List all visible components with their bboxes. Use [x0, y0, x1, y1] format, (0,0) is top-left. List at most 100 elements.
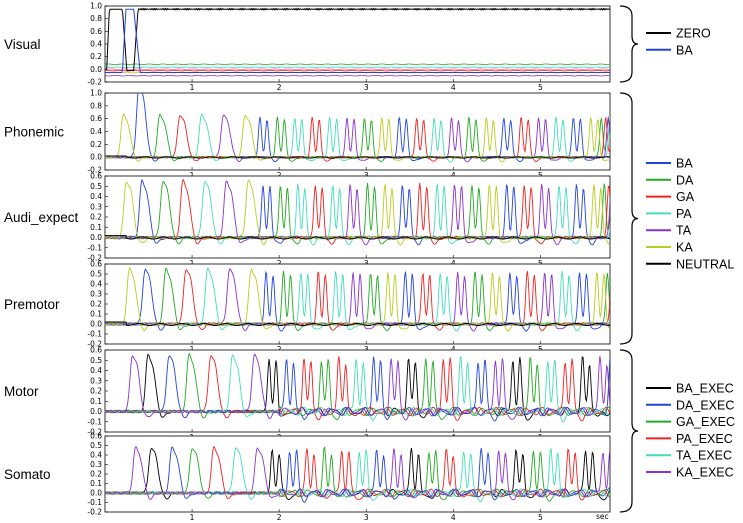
series-group	[105, 352, 610, 423]
series-ga	[105, 269, 610, 332]
y-tick-label: 0.3	[90, 376, 102, 385]
x-tick-label: 4	[451, 345, 456, 354]
series-ta	[105, 268, 610, 332]
y-tick-label: -0.2	[87, 78, 102, 87]
y-tick-label: 0.4	[90, 451, 102, 460]
x-tick-label: 2	[277, 345, 282, 354]
legend-label: NEUTRAL	[676, 257, 734, 271]
y-tick-label: -0.1	[87, 243, 102, 252]
y-tick-label: 0.4	[90, 192, 102, 201]
x-tick-label: 2	[277, 513, 282, 522]
panel-label: Phonemic	[4, 125, 64, 140]
x-tick-label: 1	[190, 259, 195, 268]
x-tick-label: 1	[190, 171, 195, 180]
series-ta	[105, 354, 610, 423]
y-tick-label: 0.2	[90, 470, 102, 479]
y-tick-label: 0.4	[90, 280, 102, 289]
series-visual-flat	[105, 66, 610, 69]
panel-label: Motor	[4, 384, 39, 399]
series-visual-ba	[105, 8, 610, 73]
y-tick-label: 0.4	[90, 40, 102, 49]
y-tick-label: 0.4	[90, 366, 102, 375]
legend-label: GA	[676, 190, 695, 204]
y-tick-label: 0.2	[90, 387, 102, 396]
y-tick-label: 0.6	[90, 172, 102, 181]
series-group	[105, 93, 610, 163]
y-tick-label: 1.0	[90, 89, 102, 98]
y-tick-label: 0.2	[90, 140, 102, 149]
legend-group-2: BA_EXEC DA_EXEC GA_EXEC PA_EXEC TA_EXEC KA_EX…	[646, 382, 735, 480]
panel-visual: 1.0 0.8 0.6 0.4 0.2 0.0 -0.2 1 2 3 4 5 Visual	[4, 2, 611, 92]
series-ka	[105, 353, 610, 421]
y-tick-label: 0.3	[90, 202, 102, 211]
y-tick-label: -0.2	[87, 166, 102, 175]
x-tick-label: 5	[538, 171, 543, 180]
y-tick-label: 0.1	[90, 479, 102, 488]
y-tick-label: 0.8	[90, 14, 102, 23]
y-tick-label: 0.6	[90, 346, 102, 355]
series-ta	[105, 180, 610, 246]
legend-label: KA	[676, 241, 693, 255]
x-axis-label: sec	[596, 512, 609, 521]
panel-label: Somato	[4, 467, 51, 482]
y-tick-label: 0.0	[90, 65, 102, 74]
x-tick-label: 5	[538, 83, 543, 92]
series-group	[105, 267, 610, 332]
y-tick-label: -0.2	[87, 254, 102, 263]
y-tick-label: 0.5	[90, 356, 102, 365]
series-group	[105, 446, 610, 503]
y-tick-label: 0.1	[90, 223, 102, 232]
x-tick-label: 2	[277, 259, 282, 268]
x-tick-label: 1	[190, 345, 195, 354]
series-visual-flat	[105, 63, 610, 65]
panel-audi_expect: 0.60.50.40.30.20.10.0-0.1-0.21 2 3 4 5Audi_e…	[4, 172, 611, 268]
series-visual-flat	[105, 68, 610, 70]
y-tick-label: 0.0	[90, 233, 102, 242]
legend-label: ZERO	[676, 27, 711, 41]
legend-label: DA	[676, 173, 694, 187]
legend-group-1: BA DA GA PA TA KA NEUTRAL	[646, 157, 734, 271]
y-tick-label: 0.5	[90, 441, 102, 450]
legend-label: PA	[676, 207, 692, 221]
legend-group-0: ZERO BA	[646, 27, 711, 57]
y-tick-label: 0.0	[90, 489, 102, 498]
y-tick-label: 0.5	[90, 182, 102, 191]
legend-label: PA_EXEC	[676, 432, 733, 446]
y-tick-label: -0.1	[87, 498, 102, 507]
panel-frame	[104, 175, 611, 259]
y-tick-label: 0.0	[90, 407, 102, 416]
legend-label: BA	[676, 43, 693, 57]
y-tick-label: 0.6	[90, 260, 102, 269]
legend-label: TA	[676, 224, 692, 238]
x-tick-label: 4	[451, 83, 456, 92]
panel-motor: 0.60.50.40.30.20.10.0-0.1-0.212345Motor	[4, 346, 611, 442]
series-ga	[105, 446, 610, 502]
legend-label: DA_EXEC	[676, 398, 734, 412]
y-tick-label: 0.2	[90, 52, 102, 61]
x-tick-label: 4	[451, 513, 456, 522]
y-tick-label: 0.6	[90, 27, 102, 36]
y-tick-label: 0.0	[90, 320, 102, 329]
y-tick-label: -0.2	[87, 340, 102, 349]
x-tick-label: 5	[538, 259, 543, 268]
x-tick-label: 1	[190, 83, 195, 92]
panel-premotor: 0.60.50.40.30.20.10.0-0.1-0.21 2 3 4 5Premot…	[4, 260, 611, 354]
panel-frame	[104, 349, 611, 433]
legend-label: TA_EXEC	[676, 449, 732, 463]
y-tick-label: -0.1	[87, 417, 102, 426]
x-tick-label: 3	[364, 513, 369, 522]
series-visual-flat	[105, 75, 610, 77]
series-ta	[105, 447, 610, 503]
series-neutral	[105, 321, 610, 326]
x-tick-label: 3	[364, 345, 369, 354]
legend-brace-visual	[619, 5, 639, 83]
panel-somato: 0.60.50.40.30.20.10.0-0.1-0.2 1 2 3 4 5 Somato	[4, 432, 611, 522]
panel-label: Audi_expect	[4, 210, 79, 225]
series-ka	[105, 446, 610, 501]
panel-label: Visual	[4, 37, 41, 52]
x-tick-label: 2	[277, 171, 282, 180]
series-visual-flat	[105, 69, 610, 72]
series-neutral	[105, 155, 610, 159]
y-tick-label: 0.4	[90, 127, 102, 136]
